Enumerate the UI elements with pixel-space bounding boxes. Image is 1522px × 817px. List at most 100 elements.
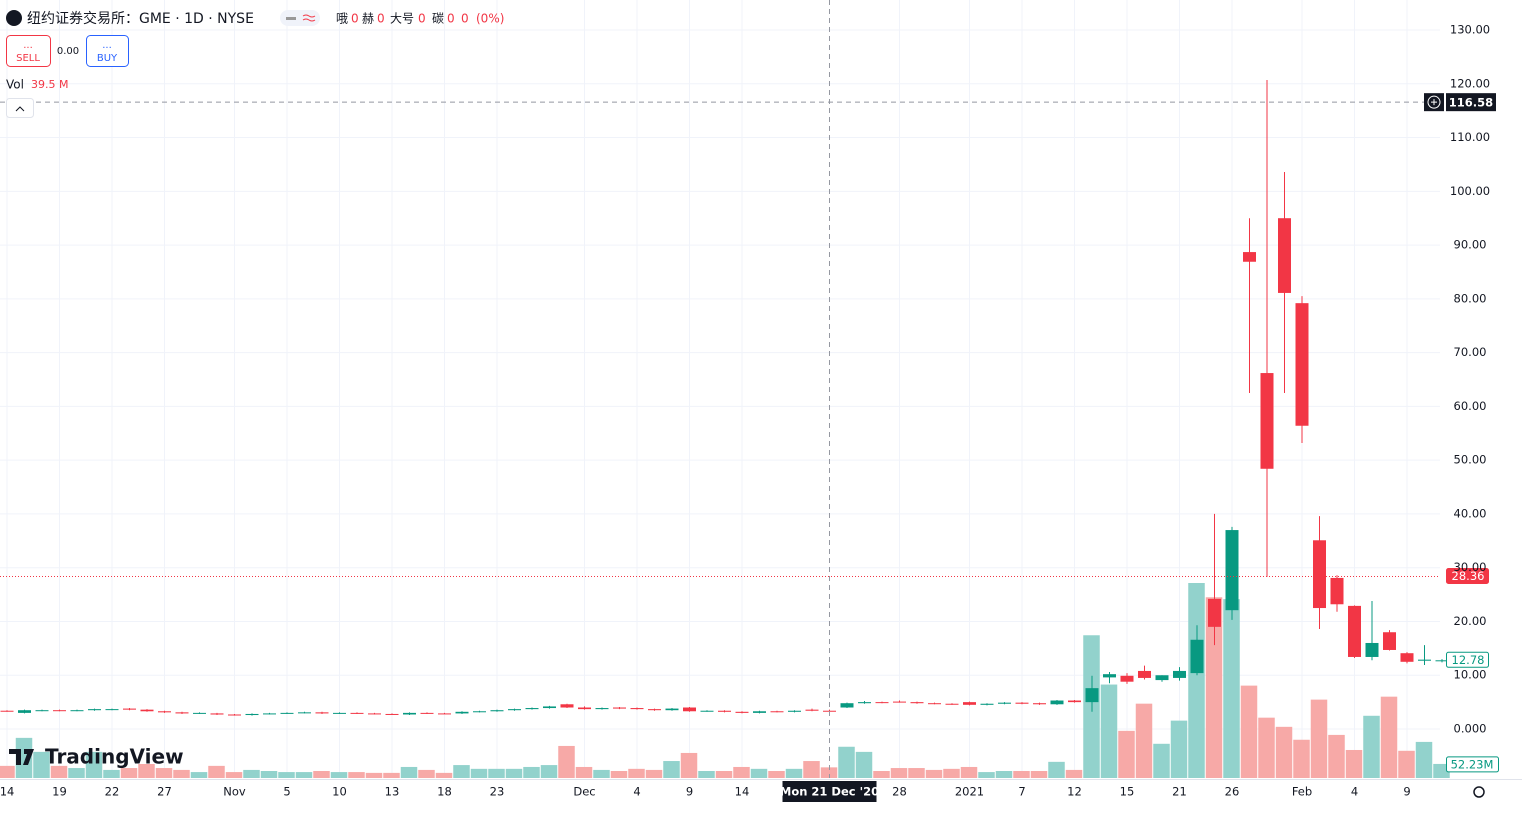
x-tick-label: 27 bbox=[157, 785, 172, 799]
candle-body bbox=[123, 708, 136, 710]
x-tick-label: 9 bbox=[1403, 785, 1410, 799]
candle-body bbox=[473, 711, 486, 713]
x-tick-label: 21 bbox=[1172, 785, 1187, 799]
sell-button[interactable] bbox=[6, 35, 51, 67]
plus-icon bbox=[1427, 95, 1441, 109]
volume-bar bbox=[523, 766, 540, 778]
candle-body bbox=[630, 708, 644, 710]
volume-bar bbox=[435, 772, 453, 778]
y-tick-label: 90.00 bbox=[1454, 238, 1487, 252]
volume-bar bbox=[1258, 717, 1275, 778]
y-tick-label: 30.00 bbox=[1454, 560, 1487, 574]
volume-bar bbox=[208, 765, 225, 778]
volume-bar bbox=[190, 772, 208, 778]
candle-body bbox=[228, 714, 241, 716]
plus-icon bbox=[1431, 99, 1437, 106]
candle-body bbox=[700, 710, 714, 712]
symbol-logo bbox=[6, 10, 22, 26]
candle-body bbox=[998, 702, 1011, 704]
candle-body bbox=[420, 712, 434, 714]
candle-body bbox=[70, 710, 84, 712]
volume-bar bbox=[855, 751, 873, 778]
candle-body bbox=[1348, 605, 1361, 657]
candle-body bbox=[1400, 653, 1414, 662]
x-tick-label: 14 bbox=[735, 785, 750, 799]
x-tick-label: 7 bbox=[1018, 785, 1025, 799]
candle-body bbox=[368, 713, 381, 715]
y-tick-label: 50.00 bbox=[1454, 453, 1487, 467]
y-tick-label: 110.00 bbox=[1450, 130, 1490, 144]
crosshair-date: Mon 21 Dec '20 bbox=[780, 785, 879, 799]
volume-label-box bbox=[1446, 756, 1499, 773]
volume-bar bbox=[1275, 726, 1293, 778]
volume-bar bbox=[1100, 684, 1118, 778]
volume-bar bbox=[593, 769, 610, 778]
candle-body bbox=[613, 707, 626, 709]
legend-change: 0 bbox=[461, 12, 469, 26]
volume-bar bbox=[1415, 741, 1433, 778]
volume-bar bbox=[155, 768, 173, 778]
settings-icon[interactable] bbox=[1473, 786, 1485, 798]
candle-body bbox=[88, 709, 101, 711]
volume-bar bbox=[1363, 715, 1380, 778]
candle-body bbox=[1120, 675, 1134, 682]
volume-bar bbox=[750, 768, 768, 778]
y-tick-label: 120.00 bbox=[1450, 76, 1490, 90]
candle-body bbox=[560, 704, 574, 708]
volume-bar bbox=[453, 765, 470, 778]
candle-body bbox=[245, 713, 259, 716]
candle-body bbox=[385, 713, 399, 715]
buy-button[interactable] bbox=[86, 35, 129, 67]
volume-bar bbox=[785, 768, 803, 778]
x-tick-label: 14 bbox=[0, 785, 14, 799]
volume-bar bbox=[68, 768, 85, 778]
volume-legend-name: Vol bbox=[6, 78, 24, 92]
legend-value: 0 bbox=[418, 12, 426, 26]
candle-body bbox=[53, 710, 66, 712]
candle-body bbox=[158, 711, 171, 713]
candle-body bbox=[350, 712, 364, 714]
x-tick-label: 9 bbox=[686, 785, 693, 799]
candle-body bbox=[175, 712, 189, 714]
volume-bar bbox=[978, 772, 995, 778]
candle-body bbox=[1138, 670, 1151, 678]
volume-bar bbox=[995, 770, 1013, 778]
candle-body bbox=[263, 713, 276, 715]
volume-bar bbox=[558, 745, 575, 778]
candle-body bbox=[1225, 530, 1239, 611]
volume-bar bbox=[663, 761, 680, 778]
x-tick-label: 23 bbox=[490, 785, 505, 799]
volume-bar bbox=[610, 770, 628, 778]
candle-body bbox=[770, 711, 784, 713]
volume-label: 52.23M bbox=[1451, 757, 1494, 771]
candle-body bbox=[1435, 660, 1449, 662]
candle-body bbox=[35, 710, 49, 712]
legend-change-percent: (0%) bbox=[476, 12, 504, 26]
candle-body bbox=[788, 710, 801, 712]
candle-body bbox=[805, 709, 819, 711]
price-label-box bbox=[1446, 568, 1489, 585]
candle-body bbox=[193, 712, 206, 714]
symbol-title[interactable]: 纽约证券交易所：GME · 1D · NYSE bbox=[27, 10, 254, 27]
volume-bar bbox=[1188, 583, 1205, 778]
volume-bar bbox=[313, 770, 330, 778]
toggle[interactable] bbox=[280, 10, 320, 26]
y-tick-label: 20.00 bbox=[1454, 614, 1487, 628]
x-tick-label: Nov bbox=[223, 785, 246, 799]
volume-bar bbox=[715, 770, 733, 778]
volume-bar bbox=[1118, 730, 1135, 778]
volume-bar bbox=[1135, 703, 1153, 778]
watermark: TradingView bbox=[45, 745, 184, 769]
x-tick-label: 4 bbox=[1351, 785, 1358, 799]
candle-body bbox=[403, 712, 416, 715]
collapse-button[interactable] bbox=[6, 98, 34, 118]
volume-bar bbox=[225, 772, 243, 778]
spread: 0.00 bbox=[57, 46, 79, 57]
x-tick-label: 19 bbox=[52, 785, 67, 799]
candle-body bbox=[140, 709, 154, 712]
buy-dots: ... bbox=[102, 40, 112, 51]
volume-bar bbox=[15, 737, 33, 778]
candle-body bbox=[928, 703, 941, 705]
candle-body bbox=[1085, 688, 1099, 703]
